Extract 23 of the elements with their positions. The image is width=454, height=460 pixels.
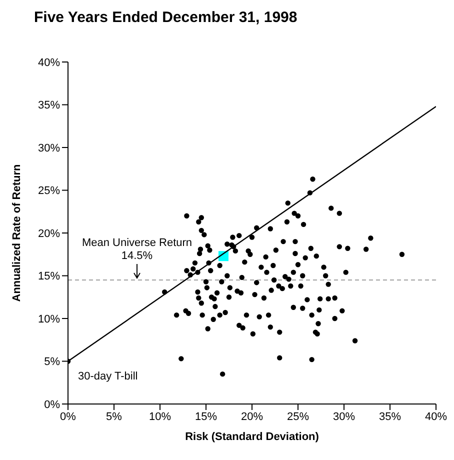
y-tick-label: 15% [38,270,60,283]
annotation: 30-day T-bill [78,370,138,382]
y-axis-title: Annualized Rate of Return [10,164,23,302]
y-tick-label: 30% [38,142,60,154]
x-tick-label: 30% [332,410,356,423]
x-tick-label: 35% [378,410,402,423]
x-tick-label: 40% [424,410,448,423]
x-tick-label: 15% [194,410,218,423]
y-tick-label: 25% [38,185,60,198]
annotation: Mean Universe Return 14.5% [82,237,192,262]
y-tick-label: 5% [44,356,60,368]
x-axis-title: Risk (Standard Deviation) [185,431,320,443]
y-tick-label: 20% [38,228,60,240]
y-tick-label: 40% [38,56,60,69]
x-tick-label: 10% [148,410,172,423]
x-tick-label: 20% [240,410,264,423]
chart-title: Five Years Ended December 31, 1998 [33,8,298,28]
y-tick-label: 35% [38,100,60,112]
y-tick-label: 0% [44,398,60,411]
x-tick-label: 0% [60,410,76,423]
y-tick-label: 10% [38,313,60,326]
x-tick-label: 5% [106,410,122,423]
x-tick-label: 25% [286,410,310,423]
